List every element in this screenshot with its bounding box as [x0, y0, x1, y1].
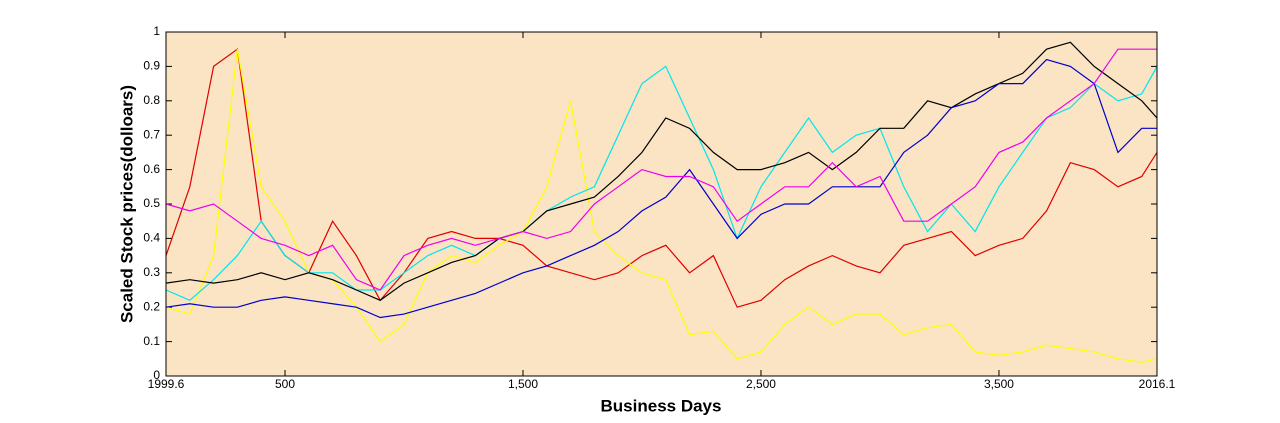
series-line [165, 65, 1158, 302]
x-tick-label: 1999.6 [148, 377, 185, 391]
y-tick-label: 0.7 [143, 127, 160, 141]
x-tick-label: 1,500 [508, 377, 538, 391]
x-tick-label: 2,500 [746, 377, 776, 391]
y-tick-label: 0.1 [143, 334, 160, 348]
y-tick-label: 0.8 [143, 93, 160, 107]
y-tick-label: 0.4 [143, 231, 160, 245]
y-tick-label: 0.2 [143, 299, 160, 313]
y-tick-label: 0 [153, 368, 160, 382]
series-line [165, 58, 1157, 319]
y-tick-label: 0.5 [143, 196, 160, 210]
x-axis-label: Business Days [601, 396, 722, 415]
x-tick-label: 500 [275, 377, 295, 391]
series-line [165, 48, 1158, 308]
y-tick-label: 0.9 [143, 59, 160, 73]
plot-frame [165, 31, 1158, 377]
x-tick-label: 2016.1 [1139, 377, 1176, 391]
series-line [165, 48, 1157, 291]
y-tick-label: 0.6 [143, 162, 160, 176]
y-axis-label: Scaled Stock prices(dolloars) [117, 85, 136, 323]
y-tick-label: 1 [153, 24, 160, 38]
y-tick-label: 0.3 [143, 265, 160, 279]
x-tick-label: 3,500 [984, 377, 1014, 391]
